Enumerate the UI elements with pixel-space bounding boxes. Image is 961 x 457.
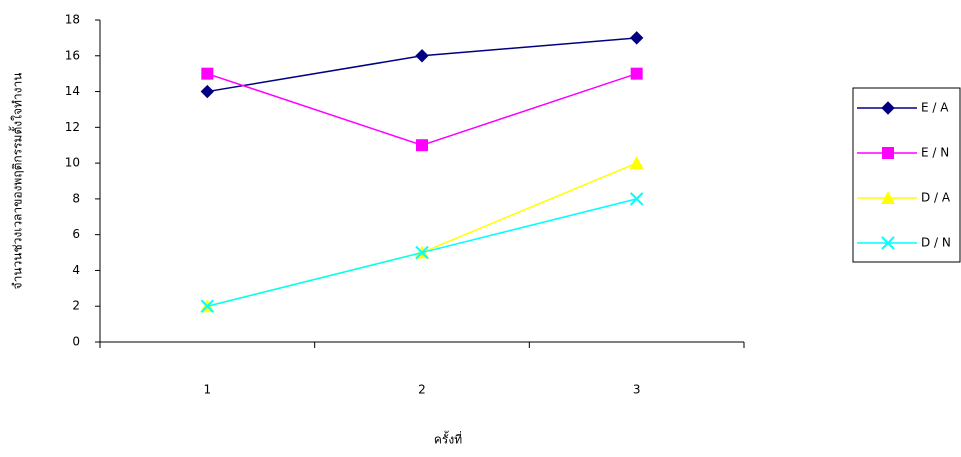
marker (415, 49, 429, 63)
y-tick-label: 6 (72, 227, 80, 241)
marker (629, 156, 644, 170)
marker-stroke (200, 299, 215, 313)
legend-label: D / A (921, 191, 951, 205)
series-line (207, 162, 637, 307)
series-line (207, 72, 637, 147)
x-tick-label: 1 (204, 383, 212, 397)
marker (201, 67, 214, 80)
series-line (207, 37, 637, 93)
marker (630, 67, 643, 80)
legend-label: E / N (921, 146, 949, 160)
marker (415, 245, 429, 260)
y-axis-title: จำนวนช่วงเวลาของพฤติกรรมตั้งใจทำงาน (9, 73, 25, 290)
marker (881, 101, 895, 115)
y-tick-label: 18 (65, 13, 80, 27)
legend-box (852, 87, 961, 263)
marker (200, 299, 215, 313)
y-tick-label: 12 (65, 120, 80, 134)
marker-stroke (415, 245, 429, 260)
y-tick-label: 16 (65, 48, 80, 62)
y-tick-label: 2 (72, 299, 80, 313)
y-tick-label: 8 (72, 191, 80, 205)
marker (881, 191, 895, 204)
marker (881, 236, 895, 250)
marker-stroke (629, 192, 644, 206)
marker (882, 147, 894, 159)
y-tick-label: 14 (65, 84, 80, 98)
marker (200, 84, 215, 99)
y-tick-label: 4 (72, 263, 80, 277)
legend-label: E / A (921, 101, 949, 115)
marker-stroke (881, 236, 895, 250)
x-tick-label: 3 (633, 383, 641, 397)
marker (629, 192, 644, 206)
marker (629, 31, 644, 45)
x-tick-label: 2 (418, 383, 426, 397)
marker (416, 139, 428, 152)
legend-label: D / N (921, 236, 951, 250)
y-tick-label: 0 (72, 335, 80, 349)
y-tick-label: 10 (65, 156, 80, 170)
x-axis-title: ครั้งที่ (434, 431, 462, 447)
